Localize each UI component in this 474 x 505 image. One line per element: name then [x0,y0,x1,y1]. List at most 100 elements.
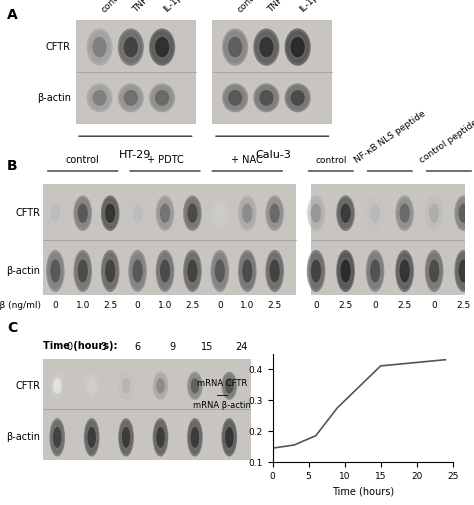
Ellipse shape [225,33,245,61]
Ellipse shape [124,382,128,389]
Ellipse shape [269,258,281,284]
Ellipse shape [458,204,469,223]
Ellipse shape [47,197,64,229]
Ellipse shape [345,268,346,274]
Ellipse shape [291,90,304,105]
Ellipse shape [156,428,164,447]
Ellipse shape [240,200,254,227]
Ellipse shape [310,202,322,224]
Ellipse shape [399,202,410,224]
Ellipse shape [87,427,96,448]
Ellipse shape [106,261,115,282]
Ellipse shape [215,261,225,282]
Ellipse shape [185,255,200,287]
Ellipse shape [77,202,89,224]
Ellipse shape [49,372,65,400]
Ellipse shape [246,268,248,274]
Ellipse shape [160,204,170,223]
Ellipse shape [104,258,116,284]
Ellipse shape [189,207,196,220]
Ellipse shape [95,92,104,104]
Ellipse shape [76,255,90,287]
Ellipse shape [55,430,60,444]
Ellipse shape [158,432,163,442]
Ellipse shape [87,377,97,395]
Ellipse shape [124,90,138,106]
Ellipse shape [341,261,350,282]
Ellipse shape [132,204,143,223]
Ellipse shape [86,28,113,66]
Ellipse shape [227,89,243,107]
Ellipse shape [336,195,355,231]
Ellipse shape [86,423,98,451]
Text: NF-κB NLS peptide: NF-κB NLS peptide [353,110,427,166]
Ellipse shape [79,207,86,220]
Ellipse shape [123,430,129,444]
Ellipse shape [190,425,200,449]
Text: 15: 15 [201,342,213,352]
Ellipse shape [459,205,468,222]
Ellipse shape [369,258,381,284]
Ellipse shape [337,197,354,229]
Ellipse shape [458,260,469,283]
Text: β-actin: β-actin [37,93,71,103]
Text: + NAC: + NAC [231,156,263,166]
Ellipse shape [255,85,278,111]
Ellipse shape [126,92,136,104]
Ellipse shape [290,89,306,107]
Ellipse shape [262,92,271,104]
Ellipse shape [52,425,62,449]
Ellipse shape [126,40,136,54]
Ellipse shape [345,211,346,216]
Ellipse shape [194,384,196,388]
Text: 6: 6 [135,342,141,352]
Ellipse shape [222,28,248,66]
Ellipse shape [162,207,168,220]
Ellipse shape [160,260,170,283]
Ellipse shape [188,205,197,222]
Ellipse shape [400,205,409,222]
Ellipse shape [259,37,273,58]
Ellipse shape [84,372,100,400]
Ellipse shape [89,430,95,444]
Ellipse shape [119,85,142,111]
Text: 9: 9 [169,342,175,352]
Text: 0: 0 [66,342,72,352]
Text: IL-1β (ng/ml): IL-1β (ng/ml) [0,301,41,310]
Ellipse shape [119,421,133,454]
Ellipse shape [109,268,111,274]
Ellipse shape [187,204,198,223]
Ellipse shape [273,266,277,276]
Ellipse shape [370,204,380,223]
Ellipse shape [234,96,237,99]
Ellipse shape [193,432,197,442]
Ellipse shape [374,268,376,274]
Ellipse shape [51,205,60,222]
Ellipse shape [309,200,323,227]
Ellipse shape [155,423,166,451]
Ellipse shape [265,96,268,99]
Ellipse shape [76,200,90,227]
Ellipse shape [155,377,165,395]
Ellipse shape [457,200,471,227]
Ellipse shape [162,263,168,279]
Ellipse shape [159,202,171,224]
Ellipse shape [340,258,351,284]
Ellipse shape [107,263,114,279]
Text: 0: 0 [135,301,140,310]
Ellipse shape [311,261,321,282]
Ellipse shape [296,96,299,99]
Ellipse shape [132,202,143,224]
Ellipse shape [241,202,253,224]
Ellipse shape [269,202,281,224]
Text: 2.5: 2.5 [398,301,412,310]
Ellipse shape [158,200,172,227]
Ellipse shape [290,35,306,59]
Ellipse shape [189,263,196,279]
Bar [43,184,296,295]
Ellipse shape [73,250,92,292]
Ellipse shape [187,418,203,457]
Ellipse shape [91,89,108,107]
Ellipse shape [221,418,237,457]
Ellipse shape [255,31,278,64]
